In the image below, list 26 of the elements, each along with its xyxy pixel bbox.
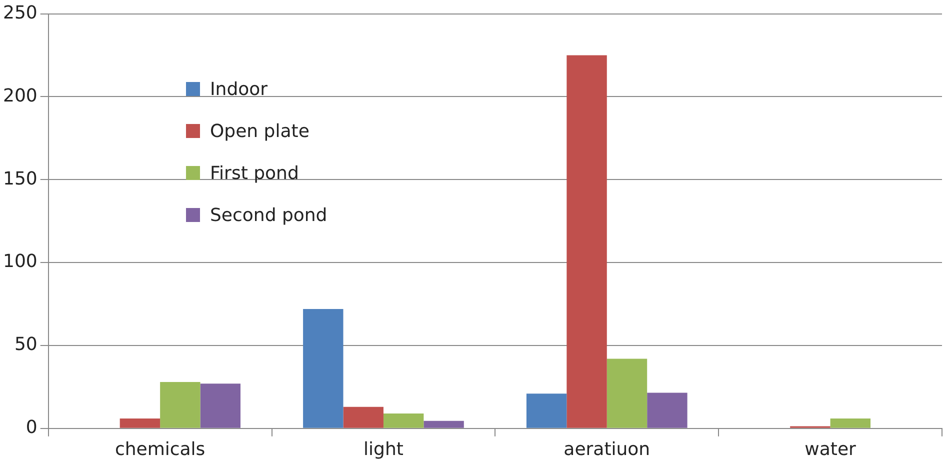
bar [160,382,200,428]
bar [830,418,871,428]
y-tick-label: 100 [2,251,38,272]
y-tick-label: 150 [2,168,38,190]
bar [566,55,607,428]
bar [424,420,464,428]
legend-label: Indoor [210,78,268,100]
bar [647,392,688,428]
y-tick-label: 50 [14,334,38,356]
y-tick-label: 250 [2,2,38,24]
bar [200,384,240,428]
x-tick-label: chemicals [114,438,206,460]
y-tick-label: 200 [2,85,38,106]
bar [606,358,648,428]
bar [526,394,567,428]
bar [120,418,160,428]
bar [303,308,344,428]
legend-label: First pond [210,162,299,184]
legend-label: Open plate [210,120,310,142]
x-tick-label: light [364,438,404,460]
x-tick-label: aeratiuon [564,438,650,460]
legend-label: Second pond [210,204,328,226]
bar [343,406,384,428]
bar [383,413,424,428]
x-tick-label: water [804,438,857,460]
y-tick-label: 0 [26,417,38,438]
